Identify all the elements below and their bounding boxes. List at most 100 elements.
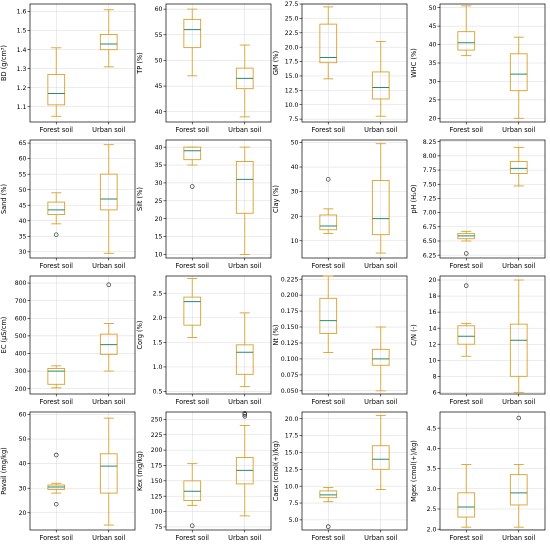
- y-tick-label: 10.0: [285, 483, 299, 490]
- iqr-box: [235, 161, 254, 214]
- outlier-point: [464, 251, 469, 256]
- y-tick-label: 0.5: [153, 389, 163, 396]
- y-tick-label: 100: [151, 509, 163, 516]
- box-urban-soil: [235, 410, 254, 517]
- x-tick-label: Urban soil: [364, 262, 397, 270]
- plot-frame: [439, 139, 546, 259]
- y-tick-label: 6.75: [423, 224, 437, 231]
- x-tick-label: Urban soil: [228, 262, 261, 270]
- y-tick-label: 200: [151, 447, 163, 454]
- box-urban-soil: [99, 144, 118, 254]
- outlier-point: [242, 410, 248, 416]
- y-tick-label: 16: [429, 309, 437, 316]
- x-tick-label: Forest soil: [312, 398, 346, 406]
- plot-frame: [29, 411, 136, 531]
- box-forest-soil: [47, 47, 66, 117]
- x-tick-label: Forest soil: [176, 398, 210, 406]
- box-urban-soil: [99, 9, 118, 68]
- y-tick-label: 50: [429, 5, 437, 12]
- y-tick-label: 6.50: [423, 238, 437, 245]
- y-tick-label: 600: [15, 315, 27, 322]
- y-tick-label: 40: [155, 109, 163, 116]
- iqr-box: [371, 445, 390, 470]
- plot-frame: [165, 139, 272, 259]
- iqr-box: [235, 344, 254, 375]
- y-tick-label: 50: [19, 436, 27, 443]
- outlier-point: [464, 283, 469, 288]
- subplot-8: 6.25 6.50 6.75 7.00 7.25 7.50 7.75 8.00 8.25 Fore…: [410, 139, 546, 270]
- plot-frame: [165, 3, 272, 123]
- iqr-box: [319, 297, 338, 334]
- x-tick-label: Forest soil: [312, 534, 346, 542]
- y-tick-label: 1.0: [153, 364, 163, 371]
- box-urban-soil: [371, 414, 390, 490]
- y-tick-label: 2.0: [153, 315, 163, 322]
- outlier-point: [242, 412, 248, 417]
- y-tick-label: 10: [155, 252, 163, 259]
- y-tick-label: 3.5: [427, 466, 437, 473]
- subplot-4: 20 25 30 35 40 45 50 Forest soil Urban soil WHC (…: [410, 3, 546, 134]
- y-tick-label: 8: [433, 373, 437, 380]
- subplot-5: 30 35 40 45 50 55 60 65 Forest soil Urban soil San…: [0, 139, 136, 270]
- iqr-box: [509, 474, 528, 506]
- y-tick-label: 10: [429, 357, 437, 364]
- y-tick-label: 1.2: [17, 85, 27, 92]
- x-tick-label: Urban soil: [502, 534, 535, 542]
- x-tick-label: Forest soil: [450, 126, 484, 134]
- y-tick-label: 1.5: [17, 28, 27, 35]
- y-axis-label: GM (%): [272, 51, 280, 75]
- y-tick-label: 75: [155, 524, 163, 531]
- iqr-box: [99, 453, 118, 494]
- y-tick-label: 25: [429, 97, 437, 104]
- y-axis-label: C/N (-): [410, 324, 418, 345]
- plot-frame: [29, 139, 136, 259]
- box-forest-soil: [183, 8, 202, 77]
- subplot-7: 10 20 30 40 50 Forest soil Urban soil Clay (%): [272, 140, 408, 270]
- y-tick-label: 800: [15, 280, 27, 287]
- y-tick-label: 12.5: [285, 87, 299, 94]
- iqr-box: [457, 492, 476, 518]
- y-tick-label: 15: [155, 234, 163, 241]
- y-tick-label: 35: [155, 162, 163, 169]
- plot-frame: [301, 411, 408, 531]
- y-tick-label: 0.050: [281, 388, 299, 395]
- subplot-2: 40 45 50 55 60 Forest soil Urban soil TP (%): [136, 3, 272, 134]
- box-urban-soil: [99, 282, 118, 372]
- y-tick-label: 250: [151, 416, 163, 423]
- y-tick-label: 400: [15, 351, 27, 358]
- y-tick-label: 27.5: [285, 1, 299, 8]
- box-urban-soil: [509, 415, 528, 528]
- iqr-box: [99, 173, 118, 211]
- box-urban-soil: [371, 326, 390, 392]
- plot-frame: [29, 3, 136, 123]
- y-tick-label: 14: [429, 325, 437, 332]
- x-tick-label: Urban soil: [228, 126, 261, 134]
- y-tick-label: 8.00: [423, 153, 437, 160]
- y-tick-label: 8.25: [423, 139, 437, 146]
- y-axis-label: Nt (%): [272, 324, 280, 345]
- y-tick-label: 7.5: [289, 116, 299, 123]
- y-tick-label: 40: [429, 42, 437, 49]
- y-tick-label: 30: [19, 485, 27, 492]
- plot-frame: [439, 411, 546, 531]
- y-axis-label: BD (g/cm³): [0, 45, 8, 81]
- y-tick-label: 20.0: [285, 416, 299, 423]
- y-axis-label: Caex (cmol(+)/kg): [272, 441, 280, 502]
- y-tick-label: 65: [19, 140, 27, 147]
- outlier-point: [326, 177, 331, 182]
- box-urban-soil: [509, 279, 528, 393]
- iqr-box: [457, 31, 476, 51]
- y-tick-label: 6: [433, 389, 437, 396]
- x-tick-label: Urban soil: [92, 126, 125, 134]
- box-urban-soil: [235, 44, 254, 118]
- y-axis-label: WHC (%): [410, 48, 418, 78]
- y-tick-label: 2.5: [153, 290, 163, 297]
- y-tick-label: 700: [15, 298, 27, 305]
- x-tick-label: Urban soil: [92, 398, 125, 406]
- iqr-box: [183, 146, 202, 161]
- y-tick-label: 125: [151, 493, 163, 500]
- y-tick-label: 50: [155, 58, 163, 65]
- y-tick-label: 2.5: [427, 506, 437, 513]
- box-forest-soil: [319, 275, 338, 353]
- x-tick-label: Forest soil: [312, 262, 346, 270]
